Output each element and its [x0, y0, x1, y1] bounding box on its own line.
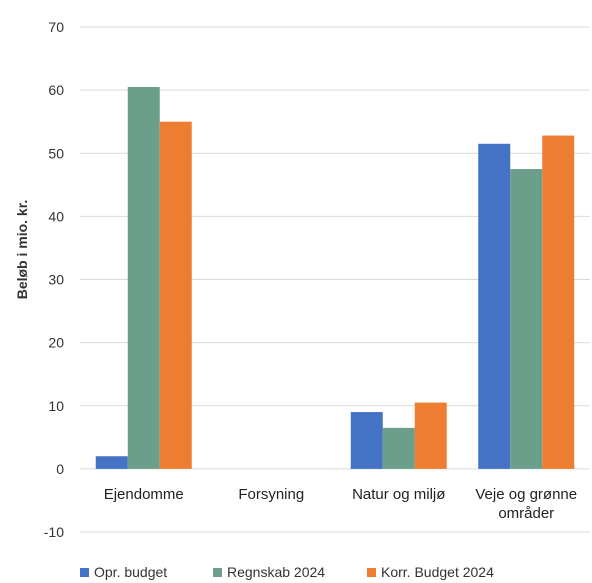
bar: [542, 135, 575, 469]
bar: [382, 427, 415, 469]
y-tick-label: 50: [48, 145, 64, 161]
category-label: Veje og grønne områder: [475, 486, 577, 522]
category-label: Forsyning: [238, 486, 304, 503]
y-tick-label: -10: [44, 524, 64, 540]
y-tick-label: 20: [48, 335, 64, 351]
bar: [127, 86, 160, 469]
legend-label: Opr. budget: [94, 564, 167, 580]
y-axis-ticks: -10 0 10 20 30 40 50 60 70: [44, 19, 64, 540]
y-axis-label: Beløb i mio. kr.: [14, 200, 30, 300]
category-label-line: Ejendomme: [104, 486, 184, 503]
bar: [350, 412, 383, 469]
category-labels: Ejendomme Forsyning Natur og miljø Veje og …: [104, 486, 577, 522]
y-tick-label: 70: [48, 19, 64, 35]
category-label-line: Natur og miljø: [352, 486, 445, 503]
bar: [95, 456, 128, 469]
legend: Opr. budget Regnskab 2024 Korr. Budget 202…: [80, 564, 494, 580]
category-label-line: områder: [498, 505, 554, 522]
legend-swatch: [367, 568, 376, 577]
legend-label: Korr. Budget 2024: [381, 564, 494, 580]
bar: [414, 402, 447, 469]
y-tick-label: 10: [48, 398, 64, 414]
y-tick-label: 0: [56, 461, 64, 477]
legend-swatch: [213, 568, 222, 577]
legend-swatch: [80, 568, 89, 577]
y-tick-label: 60: [48, 82, 64, 98]
category-label: Ejendomme: [104, 486, 184, 503]
y-tick-label: 40: [48, 208, 64, 224]
legend-label: Regnskab 2024: [227, 564, 325, 580]
category-label-line: Forsyning: [238, 486, 304, 503]
bar: [478, 143, 511, 469]
bars: [95, 86, 575, 469]
y-tick-label: 30: [48, 272, 64, 288]
bar: [159, 121, 192, 469]
bar: [510, 169, 543, 469]
category-label: Natur og miljø: [352, 486, 445, 503]
category-label-line: Veje og grønne: [475, 486, 577, 503]
